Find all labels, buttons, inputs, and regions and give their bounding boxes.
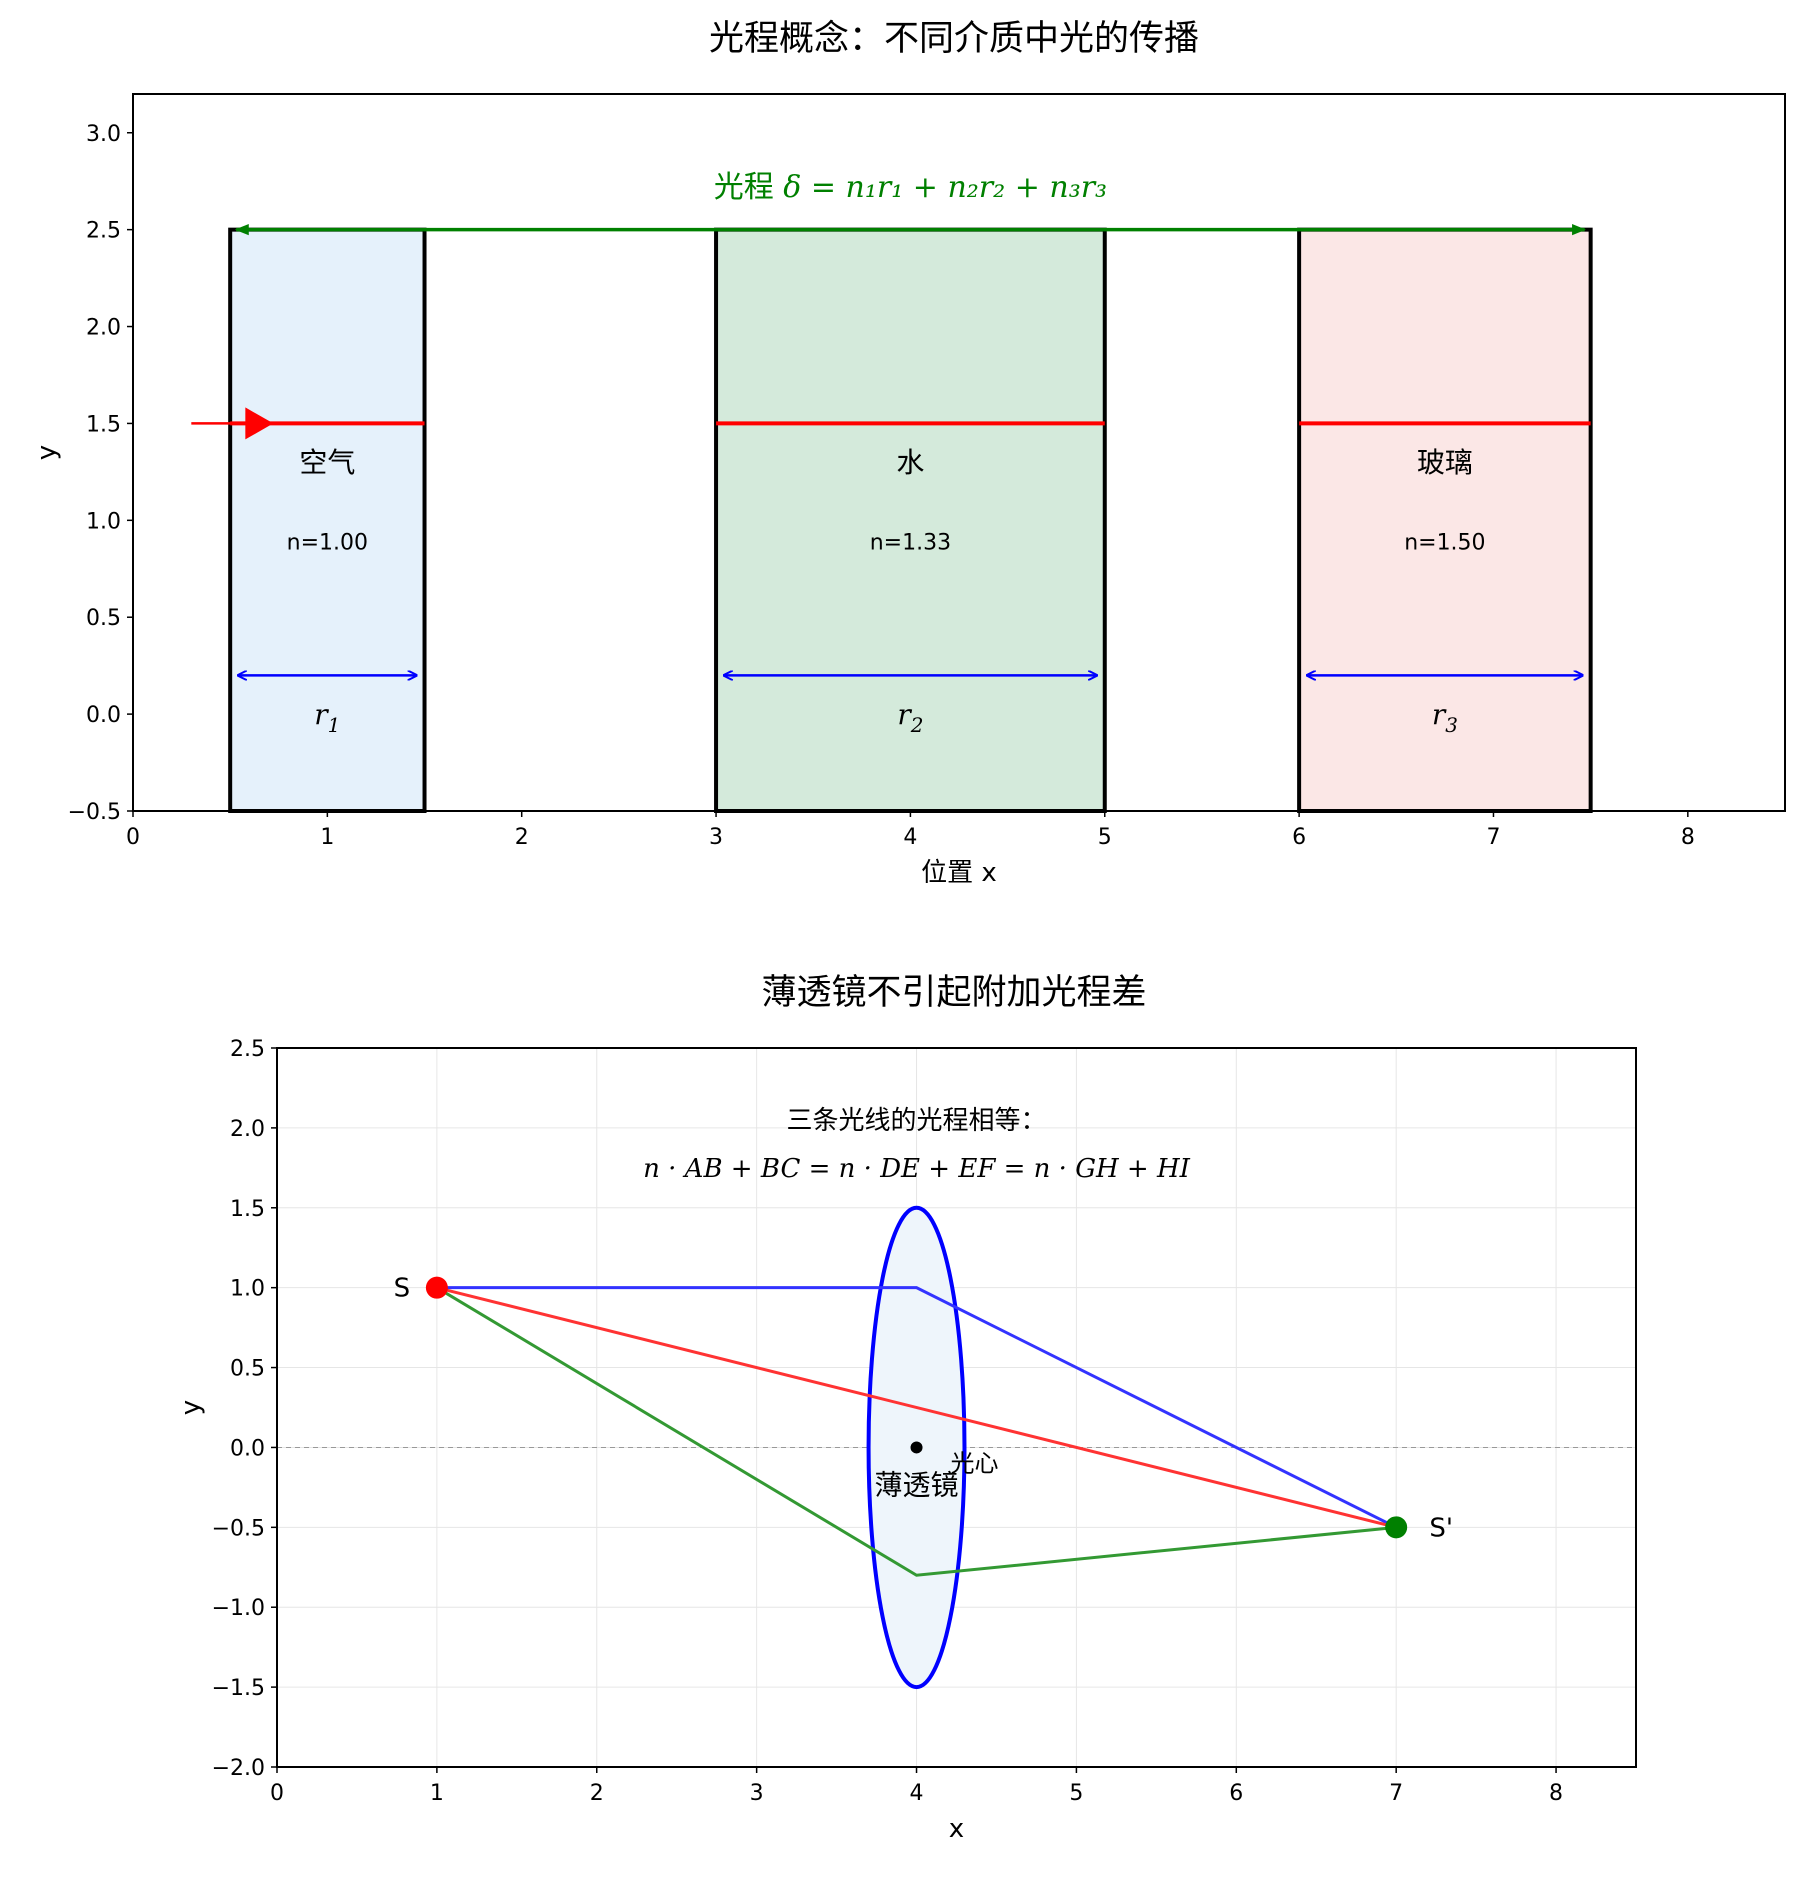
distance-symbol: r	[897, 698, 912, 731]
panel1-x-ticks: 0 1 2 3 4 5 6 7 8	[126, 811, 1695, 850]
optical-center-label: 光心	[951, 1449, 999, 1477]
distance-symbol: r	[1432, 698, 1447, 731]
refractive-index-label: n=1.50	[1404, 530, 1485, 555]
image-label: S'	[1429, 1513, 1453, 1543]
equal-path-note: 三条光线的光程相等：	[787, 1106, 1047, 1136]
refractive-index-label: n=1.33	[870, 530, 951, 555]
panel1-y-axis-label: y	[32, 445, 62, 460]
y-tick-label: 0.5	[86, 606, 121, 631]
x-tick-label: 2	[515, 825, 529, 850]
lens-label: 薄透镜	[875, 1468, 959, 1501]
panel1-axes-frame	[132, 93, 1786, 812]
panel2-title: 薄透镜不引起附加光程差	[761, 973, 1146, 1013]
optical-path-label: 光程 δ = n₁r₁ + n₂r₂ + n₃r₃	[714, 170, 1107, 205]
distance-label: r1	[314, 698, 340, 737]
x-tick-label: 6	[1292, 825, 1306, 850]
y-tick-label: 2.0	[230, 1117, 265, 1142]
x-tick-label: 0	[126, 825, 140, 850]
optical-center-point	[910, 1441, 923, 1454]
source-label: S	[394, 1274, 411, 1304]
y-tick-label: 1.0	[86, 509, 121, 534]
x-tick-label: 7	[1389, 1781, 1403, 1806]
y-tick-label: 1.5	[86, 412, 121, 437]
y-tick-label: 2.5	[230, 1037, 265, 1062]
distance-label: r2	[897, 698, 923, 737]
distance-subscript: 3	[1445, 713, 1458, 737]
y-tick-label: 2.0	[86, 316, 121, 341]
optical-path-prefix: 光程	[714, 170, 784, 205]
refractive-index-label: n=1.00	[287, 530, 368, 555]
y-tick-label: 0.0	[86, 703, 121, 728]
optical-path-formula: δ = n₁r₁ + n₂r₂ + n₃r₃	[783, 170, 1107, 205]
panel2-x-ticks: 0 1 2 3 4 5 6 7 8	[270, 1767, 1563, 1806]
ray-layer	[436, 1286, 1397, 1577]
panel1-x-axis-label: 位置 x	[921, 858, 997, 888]
light-ray-path	[436, 1286, 1397, 1529]
distance-label: r3	[1432, 698, 1458, 737]
y-tick-label: −1.5	[212, 1676, 265, 1701]
point-layer	[425, 1276, 1408, 1539]
panel2-y-axis-label: y	[176, 1400, 206, 1415]
x-tick-label: 4	[903, 825, 917, 850]
label-layer: 光程 δ = n₁r₁ + n₂r₂ + n₃r₃ 空气n=1.00r1水n=1…	[287, 170, 1486, 737]
y-tick-label: 1.0	[230, 1277, 265, 1302]
image-point	[1385, 1516, 1408, 1539]
medium-block	[714, 227, 1107, 814]
panel1-title: 光程概念：不同介质中光的传播	[709, 19, 1199, 59]
source-point	[425, 1276, 448, 1299]
medium-name-label: 水	[896, 446, 924, 479]
distance-subscript: 1	[328, 713, 341, 737]
equal-path-formula: n · AB + BC = n · DE + EF = n · GH + HI	[643, 1154, 1191, 1184]
y-tick-label: −1.0	[212, 1596, 265, 1621]
y-tick-label: 2.5	[86, 219, 121, 244]
x-tick-label: 5	[1069, 1781, 1083, 1806]
light-ray-path	[436, 1286, 1397, 1577]
y-tick-label: 0.0	[230, 1436, 265, 1461]
light-ray-path	[436, 1286, 1397, 1529]
y-tick-label: 0.5	[230, 1357, 265, 1382]
x-tick-label: 3	[709, 825, 723, 850]
x-tick-label: 7	[1486, 825, 1500, 850]
medium-name-label: 玻璃	[1417, 446, 1473, 479]
distance-subscript: 2	[910, 713, 924, 737]
panel2-y-ticks: −2.0 −1.5 −1.0 −0.5 0.0 0.5 1.0 1.5 2.0 2.5	[212, 1037, 277, 1781]
medium-block	[228, 227, 427, 814]
optical-path-panel: 光程概念：不同介质中光的传播 光程 δ = n₁r₁ + n₂r₂ + n₃r₃…	[32, 19, 1786, 888]
y-tick-label: 3.0	[86, 122, 121, 147]
x-tick-label: 2	[590, 1781, 604, 1806]
medium-name-label: 空气	[299, 446, 355, 479]
y-tick-label: −0.5	[68, 800, 121, 825]
ray-layer	[191, 224, 1591, 676]
distance-symbol: r	[314, 698, 329, 731]
x-tick-label: 1	[430, 1781, 444, 1806]
x-tick-label: 6	[1229, 1781, 1243, 1806]
label-layer: 三条光线的光程相等： n · AB + BC = n · DE + EF = n…	[394, 1106, 1453, 1543]
x-tick-label: 5	[1098, 825, 1112, 850]
x-tick-label: 4	[910, 1781, 924, 1806]
x-tick-label: 0	[270, 1781, 284, 1806]
x-tick-label: 8	[1681, 825, 1695, 850]
y-tick-label: 1.5	[230, 1197, 265, 1222]
x-tick-label: 1	[320, 825, 334, 850]
panel1-y-ticks: −0.5 0.0 0.5 1.0 1.5 2.0 2.5 3.0	[68, 122, 133, 825]
x-tick-label: 8	[1549, 1781, 1563, 1806]
thin-lens-panel: 薄透镜不引起附加光程差 三条光线的光程相等： n · AB + BC = n ·…	[176, 973, 1637, 1844]
incident-ray-arrowhead	[245, 407, 274, 440]
y-tick-label: −2.0	[212, 1756, 265, 1781]
y-tick-label: −0.5	[212, 1516, 265, 1541]
panel2-x-axis-label: x	[949, 1814, 964, 1844]
panel2-axes-frame	[276, 1047, 1637, 1768]
x-tick-label: 3	[750, 1781, 764, 1806]
